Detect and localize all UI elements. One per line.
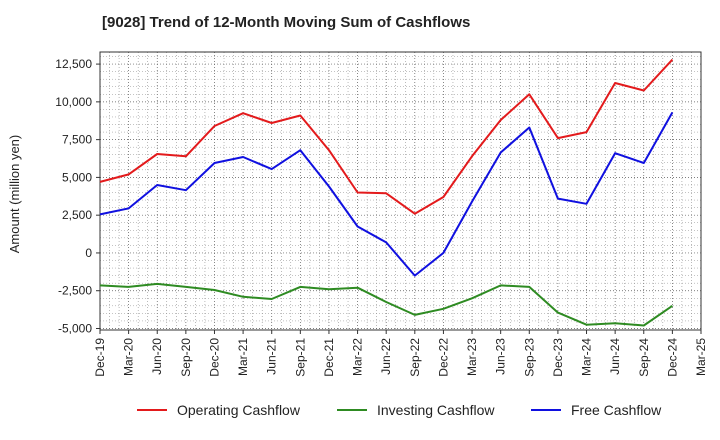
legend-label-free: Free Cashflow (571, 402, 662, 418)
x-tick-label: Jun-21 (265, 338, 279, 375)
x-tick-label: Jun-20 (150, 338, 164, 375)
series-line-operating (99, 58, 674, 215)
y-tick-label: 0 (85, 246, 92, 260)
line-chart: -5,000 -2,500 0 2,500 5,000 7,500 10,000 12,500… (7, 51, 708, 377)
x-tick-label: Dec-19 (93, 338, 107, 377)
legend-item-investing: Investing Cashflow (337, 402, 495, 418)
x-tick-label: Sep-24 (637, 338, 651, 377)
x-tick-label: Mar-23 (465, 338, 479, 376)
y-tick-label: 5,000 (62, 170, 92, 184)
chart-title: [9028] Trend of 12-Month Moving Sum of C… (102, 14, 471, 31)
legend-swatch-free (531, 409, 561, 411)
series-line-investing (99, 282, 673, 327)
x-tick-label: Dec-20 (207, 338, 221, 377)
legend-item-operating: Operating Cashflow (137, 402, 300, 418)
x-tick-label: Mar-20 (122, 338, 136, 376)
y-tick-label: 7,500 (62, 133, 92, 147)
y-tick-label: 2,500 (62, 208, 92, 222)
x-tick-label: Jun-22 (379, 338, 393, 375)
x-tick-label: Mar-21 (236, 338, 250, 376)
legend-swatch-investing (337, 409, 367, 411)
x-tick-label: Sep-23 (522, 338, 536, 377)
x-tick-label: Dec-22 (436, 338, 450, 377)
x-tick-label: Dec-24 (665, 338, 679, 377)
x-tick-label: Sep-22 (408, 338, 422, 377)
series-line-free (99, 111, 674, 277)
y-tick-label: -5,000 (58, 321, 92, 335)
x-tick-label: Mar-25 (694, 338, 708, 376)
x-tick-label: Dec-23 (551, 338, 565, 377)
legend-swatch-operating (137, 409, 167, 411)
x-tick-label: Mar-22 (351, 338, 365, 376)
legend-item-free: Free Cashflow (531, 402, 661, 418)
y-tick-label: 10,000 (55, 95, 92, 109)
y-tick-label: -2,500 (58, 284, 92, 298)
y-tick-label: 12,500 (55, 57, 92, 71)
x-tick-label: Sep-20 (179, 338, 193, 377)
x-tick-label: Jun-23 (494, 338, 508, 375)
legend: Operating Cashflow Investing Cashflow Fr… (0, 402, 720, 428)
x-tick-label: Jun-24 (608, 338, 622, 375)
x-tick-label: Sep-21 (293, 338, 307, 377)
legend-label-operating: Operating Cashflow (177, 402, 300, 418)
x-tick-label: Dec-21 (322, 338, 336, 377)
legend-label-investing: Investing Cashflow (377, 402, 495, 418)
plot-border (99, 51, 702, 331)
x-tick-label: Mar-24 (580, 338, 594, 376)
y-axis-label: Amount (million yen) (7, 135, 22, 254)
